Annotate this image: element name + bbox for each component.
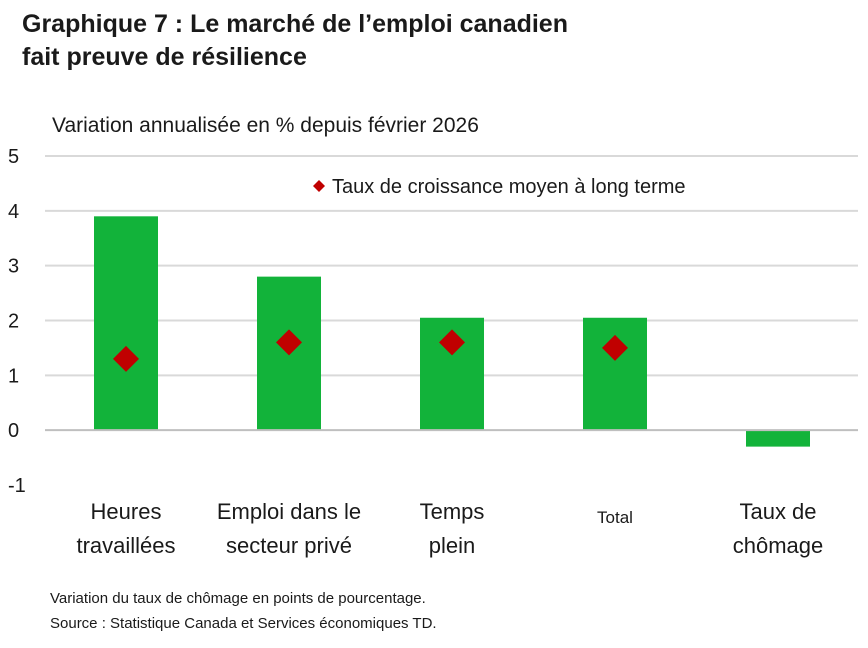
long-term-average-marker <box>439 329 465 356</box>
source-note: Source : Statistique Canada et Services … <box>50 615 437 632</box>
chart-title-line-2: fait preuve de résilience <box>22 43 307 71</box>
x-category-label: chômage <box>733 533 824 558</box>
y-tick-label: 0 <box>8 420 19 442</box>
long-term-average-marker <box>602 334 628 361</box>
x-category-label: Emploi dans le <box>217 499 361 524</box>
x-category-label: Heures <box>91 499 162 524</box>
chart-title: Graphique 7 : Le marché de l’emploi cana… <box>22 8 842 74</box>
chart-notes: Variation du taux de chômage en points d… <box>50 586 437 636</box>
bar <box>583 317 647 431</box>
long-term-average-marker <box>276 329 302 356</box>
x-category-label: Total <box>597 508 633 527</box>
x-category-label: plein <box>429 533 475 558</box>
y-tick-label: 3 <box>8 256 19 278</box>
x-category-label: travaillées <box>76 533 175 558</box>
y-tick-label: 2 <box>8 311 19 333</box>
bar <box>94 216 158 431</box>
y-tick-label: -1 <box>8 475 26 497</box>
y-tick-label: 4 <box>8 201 19 223</box>
x-category-label: Taux de <box>739 499 816 524</box>
note-unemployment: Variation du taux de chômage en points d… <box>50 590 426 607</box>
y-tick-label: 5 <box>8 146 19 168</box>
y-tick-label: 1 <box>8 365 19 387</box>
long-term-average-marker <box>113 345 139 372</box>
legend-marker-icon <box>313 180 325 192</box>
bar <box>746 430 810 447</box>
chart-subtitle: Variation annualisée en % depuis février… <box>52 114 479 137</box>
legend-label: Taux de croissance moyen à long terme <box>332 176 686 198</box>
x-category-label: secteur privé <box>226 533 352 558</box>
chart-title-line-1: Graphique 7 : Le marché de l’emploi cana… <box>22 10 568 38</box>
x-category-label: Temps <box>420 499 485 524</box>
